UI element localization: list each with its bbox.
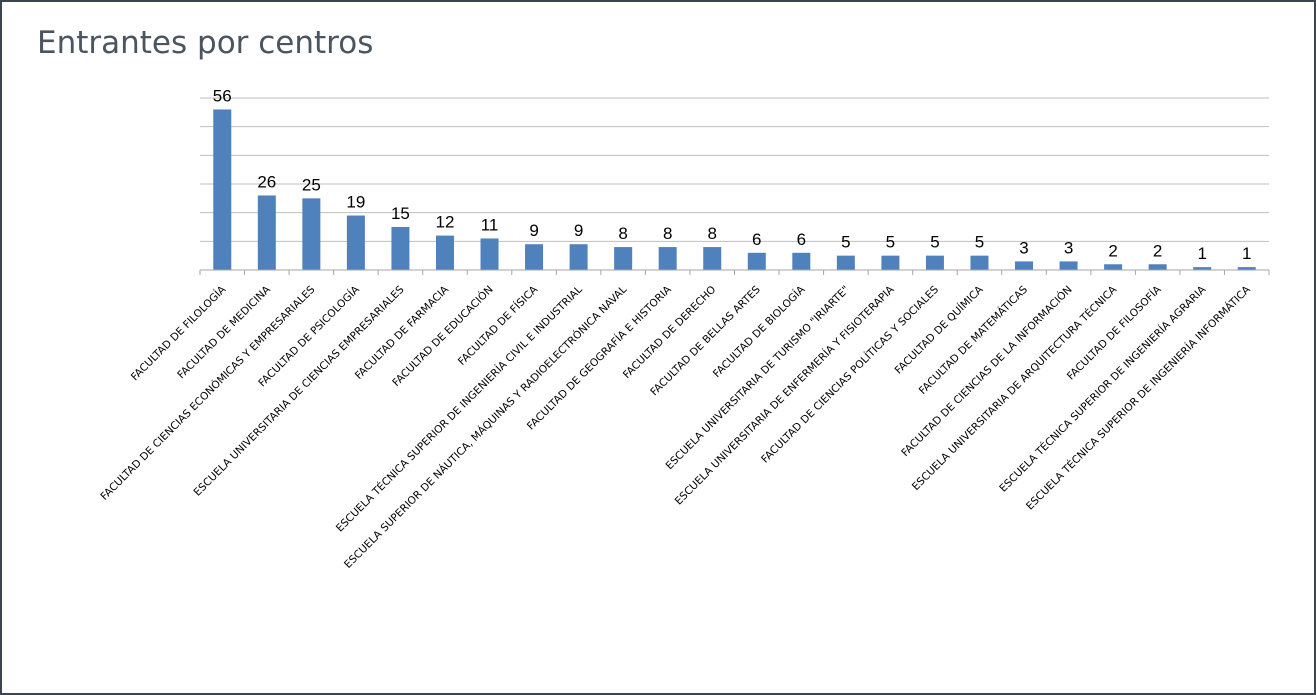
data-label: 8 — [707, 224, 716, 243]
bar — [435, 235, 454, 270]
category-label: ESCUELA UNIVERSITARIA DE CIENCIAS EMPRES… — [192, 283, 407, 498]
data-label: 3 — [1019, 238, 1028, 257]
data-label: 5 — [841, 233, 850, 252]
bar — [213, 109, 232, 270]
bar — [614, 247, 633, 270]
category-label: FACULTAD DE FARMACIA — [353, 283, 452, 382]
bar — [1237, 267, 1256, 270]
data-label: 1 — [1197, 244, 1206, 263]
bar — [792, 252, 811, 270]
bar — [480, 238, 499, 270]
bar — [836, 255, 855, 270]
bar — [1059, 261, 1078, 270]
bar — [257, 195, 276, 270]
data-label: 11 — [481, 215, 499, 234]
category-label: FACULTAD DE MEDICINA — [175, 283, 273, 381]
data-label: 5 — [886, 233, 895, 252]
data-label: 6 — [797, 230, 806, 249]
bar — [658, 247, 677, 270]
data-label: 2 — [1153, 241, 1162, 260]
data-label: 1 — [1242, 244, 1251, 263]
bar — [569, 244, 588, 270]
bar — [391, 227, 410, 270]
chart-title: Entrantes por centros — [37, 25, 374, 61]
data-label: 2 — [1108, 241, 1117, 260]
category-label: FACULTAD DE BIOLOGÍA — [710, 282, 808, 380]
category-label: ESCUELA UNIVERSITARIA DE ENFERMERÍA Y FI… — [672, 282, 897, 507]
bar — [346, 215, 365, 270]
gridlines — [200, 97, 1269, 242]
data-label: 8 — [663, 224, 672, 243]
bar — [1193, 267, 1212, 270]
data-label: 8 — [618, 224, 627, 243]
data-label: 5 — [930, 233, 939, 252]
data-label: 26 — [257, 172, 276, 191]
category-label: FACULTAD DE CIENCIAS DE LA INFORMACIÓN — [899, 283, 1075, 459]
category-label: FACULTAD DE FÍSICA — [455, 282, 541, 368]
x-axis — [199, 269, 1270, 275]
data-label: 9 — [574, 221, 583, 240]
data-label: 9 — [529, 221, 538, 240]
data-label: 15 — [391, 204, 410, 223]
category-label: FACULTAD DE QUÍMICA — [892, 282, 986, 376]
bar — [747, 252, 766, 270]
category-label: ESCUELA SUPERIOR DE NÁUTICA, MÁQUINAS Y … — [341, 283, 629, 571]
category-label: FACULTAD DE DERECHO — [621, 284, 719, 382]
data-label: 12 — [436, 213, 455, 232]
category-label: FACULTAD DE FILOLOGÍA — [128, 282, 229, 383]
category-label: ESCUELA UNIVERSITARIA DE ARQUITECTURA TÉ… — [909, 282, 1120, 493]
bar — [525, 244, 544, 270]
data-label: 19 — [346, 193, 365, 212]
category-label: ESCUELA TÉCNICA SUPERIOR DE INGENIERÍA A… — [997, 282, 1209, 494]
bar — [703, 247, 722, 270]
data-label: 5 — [975, 233, 984, 252]
bar — [970, 255, 989, 270]
bars — [213, 109, 1256, 270]
bar — [925, 255, 944, 270]
category-label: FACULTAD DE CIENCIAS ECONÓMICAS Y EMPRES… — [98, 283, 318, 503]
bar — [1148, 264, 1167, 270]
bar — [1104, 264, 1123, 270]
bar — [1015, 261, 1034, 270]
bar — [881, 255, 900, 270]
data-label: 56 — [213, 86, 232, 105]
data-label: 6 — [752, 230, 761, 249]
category-label: FACULTAD DE FILOSOFÍA — [1064, 282, 1164, 382]
data-label: 3 — [1064, 238, 1073, 257]
bar — [302, 198, 321, 270]
data-label: 25 — [302, 175, 321, 194]
